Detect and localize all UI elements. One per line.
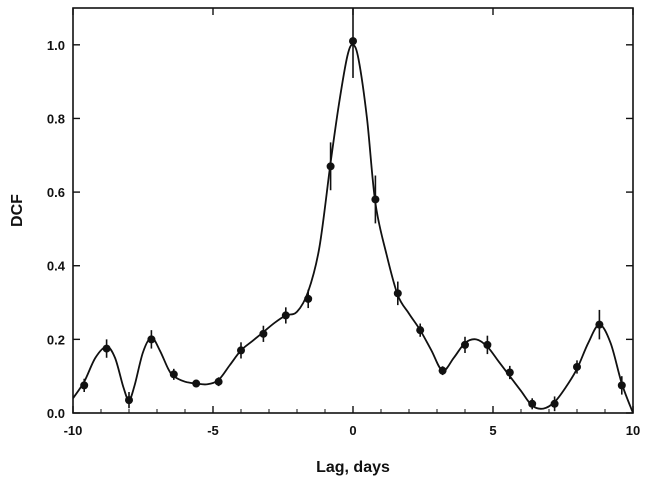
data-point [281, 311, 290, 320]
y-tick-label: 1.0 [47, 38, 65, 53]
dcf-smooth-curve [73, 43, 633, 413]
data-point [80, 381, 89, 390]
data-point [438, 366, 447, 375]
x-tick-label: 5 [489, 423, 496, 438]
data-point [550, 399, 559, 408]
data-point [371, 195, 380, 204]
y-tick-label: 0.4 [47, 259, 66, 274]
data-point [617, 381, 626, 390]
y-tick-label: 0.2 [47, 332, 65, 347]
x-tick-label: 10 [626, 423, 640, 438]
data-point [573, 362, 581, 371]
data-point [349, 37, 357, 46]
data-point [214, 377, 223, 386]
chart-marks [73, 8, 633, 413]
data-point [416, 326, 425, 335]
data-point [147, 335, 156, 344]
axis-ticks: -10 -5 0 5 10 0.0 0.2 0.4 0.6 0.8 1.0 [47, 8, 640, 438]
y-tick-label: 0.8 [47, 111, 65, 126]
data-point [169, 370, 178, 379]
data-point [237, 346, 245, 355]
x-tick-label: 0 [349, 423, 356, 438]
data-point [259, 329, 268, 338]
data-point [595, 320, 604, 329]
y-tick-label: 0.6 [47, 185, 65, 200]
data-point [528, 399, 537, 408]
y-axis-label: DCF [9, 194, 26, 227]
data-point [304, 294, 313, 303]
data-point [483, 340, 492, 349]
data-point [102, 344, 111, 353]
y-tick-label: 0.0 [47, 406, 65, 421]
x-axis-label: Lag, days [316, 459, 390, 476]
x-tick-label: -5 [207, 423, 219, 438]
data-point [192, 379, 201, 388]
data-point [326, 162, 335, 171]
data-point [125, 396, 133, 405]
data-point [461, 340, 469, 349]
x-tick-label: -10 [64, 423, 83, 438]
data-point [393, 289, 402, 298]
data-point [505, 368, 514, 377]
